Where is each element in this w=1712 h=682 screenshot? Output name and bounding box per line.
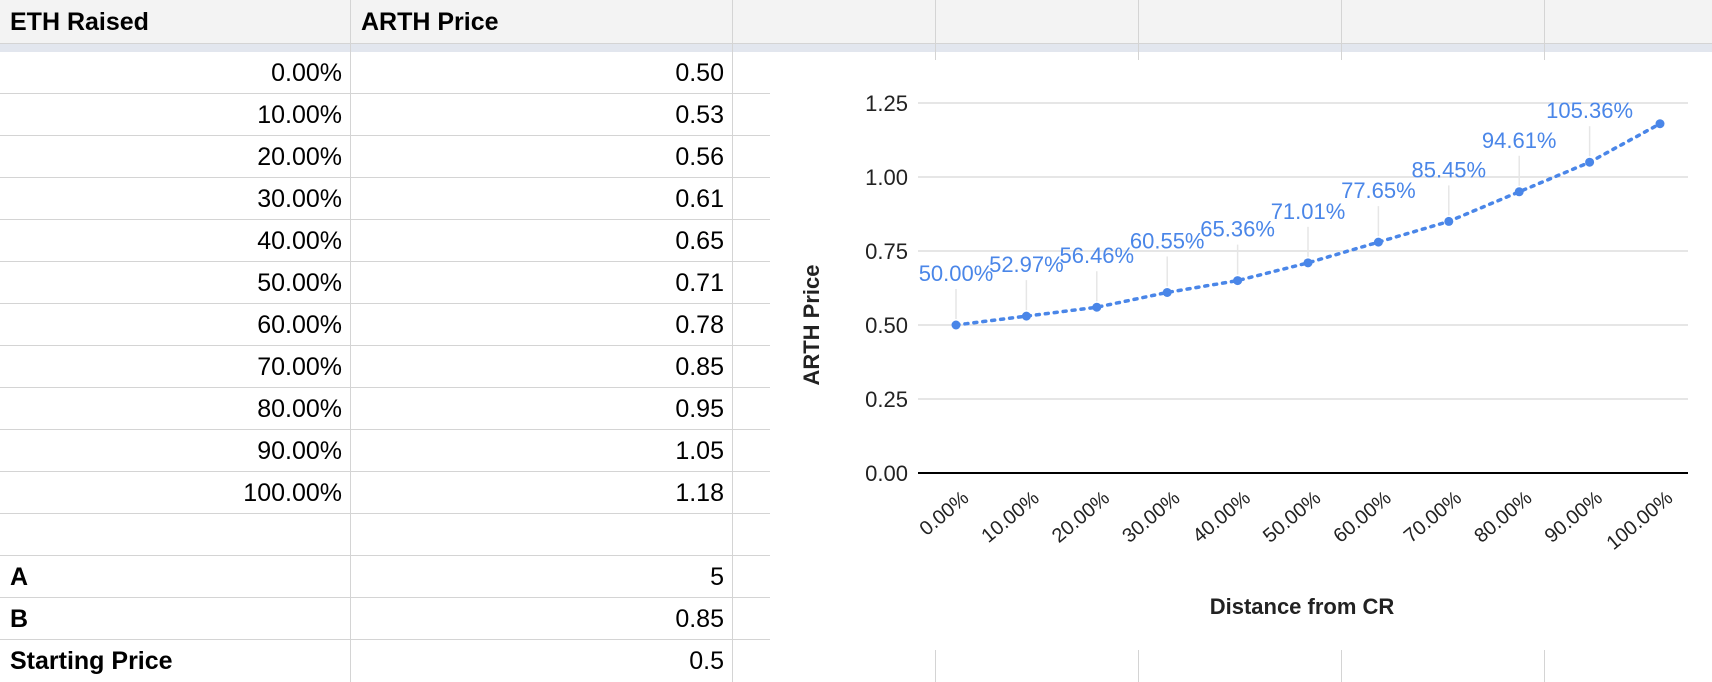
cell-eth-raised[interactable]: 90.00% bbox=[257, 437, 342, 465]
data-point bbox=[951, 320, 961, 330]
cell-arth-price[interactable]: 1.05 bbox=[675, 437, 724, 465]
data-label: 85.45% bbox=[1411, 157, 1486, 182]
grid-line bbox=[1341, 650, 1342, 682]
y-tick-label: 0.00 bbox=[865, 461, 908, 486]
x-axis-title: Distance from CR bbox=[1210, 594, 1395, 619]
cell-arth-price[interactable]: 1.18 bbox=[675, 479, 724, 507]
grid-line bbox=[0, 177, 770, 178]
grid-line bbox=[0, 345, 770, 346]
column-header-empty[interactable] bbox=[1545, 0, 1712, 44]
cell-arth-price[interactable]: 0.61 bbox=[675, 185, 724, 213]
param-label-b[interactable]: B bbox=[10, 605, 29, 633]
column-header-arth-price[interactable]: ARTH Price bbox=[351, 0, 732, 44]
grid-line bbox=[0, 513, 770, 514]
grid-line bbox=[0, 597, 770, 598]
data-point bbox=[1444, 216, 1454, 226]
data-label: 65.36% bbox=[1200, 217, 1275, 242]
column-header-empty[interactable] bbox=[936, 0, 1138, 44]
cell-arth-price[interactable]: 0.85 bbox=[675, 353, 724, 381]
param-label-starting-price[interactable]: Starting Price bbox=[10, 647, 173, 675]
param-label-a[interactable]: A bbox=[10, 563, 29, 591]
y-tick-label: 1.00 bbox=[865, 165, 908, 190]
data-point bbox=[1514, 187, 1524, 197]
y-tick-label: 0.75 bbox=[865, 239, 908, 264]
y-axis-title: ARTH Price bbox=[799, 264, 824, 385]
cell-eth-raised[interactable]: 80.00% bbox=[257, 395, 342, 423]
grid-line bbox=[1138, 0, 1139, 60]
grid-line bbox=[0, 219, 770, 220]
param-value-starting-price[interactable]: 0.5 bbox=[689, 647, 724, 675]
column-header-empty[interactable] bbox=[1342, 0, 1544, 44]
data-point bbox=[1092, 302, 1102, 312]
cell-eth-raised[interactable]: 70.00% bbox=[257, 353, 342, 381]
column-header-empty[interactable] bbox=[1139, 0, 1341, 44]
cell-arth-price[interactable]: 0.56 bbox=[675, 143, 724, 171]
grid-line bbox=[1341, 0, 1342, 60]
grid-line bbox=[0, 387, 770, 388]
param-value-b[interactable]: 0.85 bbox=[675, 605, 724, 633]
cell-arth-price[interactable]: 0.78 bbox=[675, 311, 724, 339]
data-label: 50.00% bbox=[919, 261, 994, 286]
chart-background bbox=[770, 60, 1712, 650]
cell-eth-raised[interactable]: 50.00% bbox=[257, 269, 342, 297]
grid-line bbox=[1138, 650, 1139, 682]
data-label: 71.01% bbox=[1271, 199, 1346, 224]
grid-line bbox=[0, 639, 770, 640]
cell-eth-raised[interactable]: 60.00% bbox=[257, 311, 342, 339]
data-label: 60.55% bbox=[1130, 228, 1205, 253]
column-header-eth-raised[interactable]: ETH Raised bbox=[0, 0, 350, 44]
data-point bbox=[1585, 157, 1595, 167]
data-label: 105.36% bbox=[1546, 98, 1633, 123]
y-tick-label: 1.25 bbox=[865, 91, 908, 116]
grid-line bbox=[0, 471, 770, 472]
data-point bbox=[1233, 276, 1243, 286]
column-header-empty[interactable] bbox=[733, 0, 935, 44]
cell-eth-raised[interactable]: 0.00% bbox=[271, 59, 342, 87]
cell-arth-price[interactable]: 0.71 bbox=[675, 269, 724, 297]
grid-line bbox=[935, 0, 936, 60]
grid-line bbox=[0, 135, 770, 136]
grid-line bbox=[0, 261, 770, 262]
data-label: 77.65% bbox=[1341, 178, 1416, 203]
grid-line bbox=[732, 0, 733, 682]
param-value-a[interactable]: 5 bbox=[710, 563, 724, 591]
grid-line bbox=[1544, 650, 1545, 682]
grid-line bbox=[0, 303, 770, 304]
frozen-row-divider[interactable] bbox=[0, 43, 1712, 52]
grid-line bbox=[0, 93, 770, 94]
trendline bbox=[954, 121, 1662, 327]
y-tick-label: 0.50 bbox=[865, 313, 908, 338]
data-point bbox=[1373, 237, 1383, 247]
data-label: 56.46% bbox=[1059, 243, 1134, 268]
cell-eth-raised[interactable]: 40.00% bbox=[257, 227, 342, 255]
data-label: 52.97% bbox=[989, 252, 1064, 277]
y-tick-label: 0.25 bbox=[865, 387, 908, 412]
cell-eth-raised[interactable]: 100.00% bbox=[243, 479, 342, 507]
data-label: 94.61% bbox=[1482, 128, 1557, 153]
cell-arth-price[interactable]: 0.50 bbox=[675, 59, 724, 87]
cell-eth-raised[interactable]: 10.00% bbox=[257, 101, 342, 129]
cell-arth-price[interactable]: 0.53 bbox=[675, 101, 724, 129]
data-point bbox=[1021, 311, 1031, 321]
grid-line bbox=[0, 555, 770, 556]
grid-line bbox=[0, 43, 1712, 44]
cell-arth-price[interactable]: 0.95 bbox=[675, 395, 724, 423]
data-point bbox=[1303, 258, 1313, 268]
cell-eth-raised[interactable]: 20.00% bbox=[257, 143, 342, 171]
grid-line bbox=[1544, 0, 1545, 60]
cell-eth-raised[interactable]: 30.00% bbox=[257, 185, 342, 213]
grid-line bbox=[350, 0, 351, 682]
data-point bbox=[1162, 287, 1172, 297]
cell-arth-price[interactable]: 0.65 bbox=[675, 227, 724, 255]
grid-line bbox=[0, 429, 770, 430]
data-point bbox=[1655, 119, 1665, 129]
grid-line bbox=[935, 650, 936, 682]
